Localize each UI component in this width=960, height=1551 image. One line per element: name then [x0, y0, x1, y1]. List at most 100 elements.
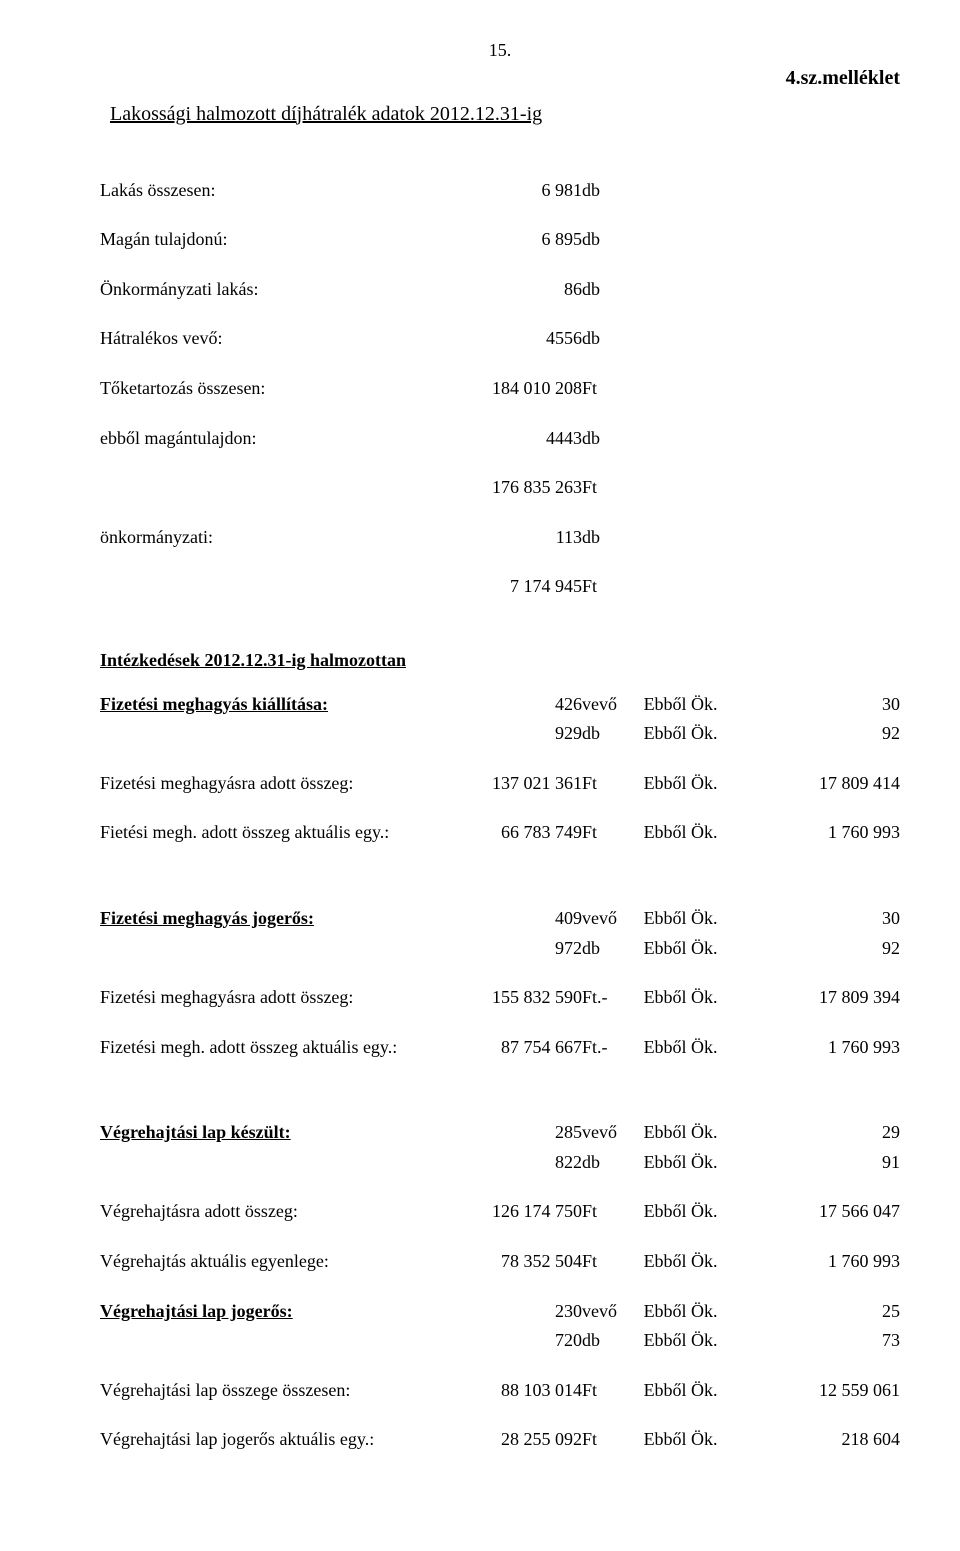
- row-label: Fizetési meghagyás jogerős:: [100, 904, 438, 934]
- row-label: Végrehajtási lap jogerős:: [100, 1297, 438, 1327]
- row-value: 230: [438, 1297, 582, 1327]
- summary-unit: Ft: [582, 374, 644, 404]
- summary-unit: db: [582, 424, 644, 454]
- summary-label: önkormányzati:: [100, 523, 438, 553]
- row-source-label: Ebből Ök.: [644, 1376, 777, 1406]
- row-value: 972: [438, 934, 582, 964]
- summary-unit: db: [582, 225, 644, 255]
- row-right-value: 30: [777, 690, 900, 720]
- row-source-label: Ebből Ök.: [644, 1326, 777, 1356]
- row-unit: Ft: [582, 818, 644, 848]
- row-value: 426: [438, 690, 582, 720]
- data-row: Fietési megh. adott összeg aktuális egy.…: [100, 818, 900, 848]
- row-right-value: 12 559 061: [777, 1376, 900, 1406]
- summary-value: 6 895: [438, 225, 582, 255]
- summary-label: Tőketartozás összesen:: [100, 374, 438, 404]
- row-right-value: 1 760 993: [777, 1033, 900, 1063]
- summary-value: 113: [438, 523, 582, 553]
- row-source-label: Ebből Ök.: [644, 1148, 777, 1178]
- page-number: 15.: [100, 40, 900, 62]
- data-row: Végrehajtás aktuális egyenlege:78 352 50…: [100, 1247, 900, 1277]
- row-right-value: 17 566 047: [777, 1197, 900, 1227]
- row-right-value: 73: [777, 1326, 900, 1356]
- row-label: Fietési megh. adott összeg aktuális egy.…: [100, 818, 438, 848]
- summary-row: 176 835 263Ft: [100, 473, 900, 503]
- row-source-label: Ebből Ök.: [644, 983, 777, 1013]
- row-label: Végrehajtási lap összege összesen:: [100, 1376, 438, 1406]
- summary-unit: db: [582, 523, 644, 553]
- data-row: Végrehajtási lap összege összesen:88 103…: [100, 1376, 900, 1406]
- row-value: 87 754 667: [438, 1033, 582, 1063]
- section-heading-intezkedesek: Intézkedések 2012.12.31-ig halmozottan: [100, 650, 900, 672]
- summary-row: önkormányzati:113db: [100, 523, 900, 553]
- row-value: 929: [438, 719, 582, 749]
- summary-row: Hátralékos vevő:4556db: [100, 324, 900, 354]
- row-value: 822: [438, 1148, 582, 1178]
- summary-label: ebből magántulajdon:: [100, 424, 438, 454]
- row-value: 78 352 504: [438, 1247, 582, 1277]
- data-row: Fizetési meghagyásra adott összeg:137 02…: [100, 769, 900, 799]
- data-group: Fizetési meghagyás kiállítása:426vevőEbb…: [100, 690, 900, 848]
- row-label: Fizetési meghagyás kiállítása:: [100, 690, 438, 720]
- row-unit: db: [582, 1326, 644, 1356]
- row-right-value: 17 809 414: [777, 769, 900, 799]
- summary-label: Magán tulajdonú:: [100, 225, 438, 255]
- data-row: Végrehajtásra adott összeg:126 174 750Ft…: [100, 1197, 900, 1227]
- summary-row: Lakás összesen:6 981db: [100, 176, 900, 206]
- summary-label: Lakás összesen:: [100, 176, 438, 206]
- row-value: 409: [438, 904, 582, 934]
- row-source-label: Ebből Ök.: [644, 769, 777, 799]
- summary-value: 4443: [438, 424, 582, 454]
- summary-value: 4556: [438, 324, 582, 354]
- row-unit: db: [582, 719, 644, 749]
- groups-container: Fizetési meghagyás kiállítása:426vevőEbb…: [100, 690, 900, 1512]
- row-value: 66 783 749: [438, 818, 582, 848]
- document-title: Lakossági halmozott díjhátralék adatok 2…: [110, 102, 900, 126]
- row-unit: vevő: [582, 690, 644, 720]
- row-label: Végrehajtási lap készült:: [100, 1118, 438, 1148]
- data-row: 929dbEbből Ök.92: [100, 719, 900, 749]
- summary-row: Önkormányzati lakás:86db: [100, 275, 900, 305]
- summary-label: Önkormányzati lakás:: [100, 275, 438, 305]
- summary-label: [100, 473, 438, 503]
- row-label: [100, 719, 438, 749]
- row-unit: Ft: [582, 1376, 644, 1406]
- summary-value: 6 981: [438, 176, 582, 206]
- data-row: 822dbEbből Ök.91: [100, 1148, 900, 1178]
- row-unit: db: [582, 934, 644, 964]
- summary-value: 184 010 208: [438, 374, 582, 404]
- row-right-value: 30: [777, 904, 900, 934]
- summary-unit: db: [582, 275, 644, 305]
- row-unit: db: [582, 1148, 644, 1178]
- page: 15. 4.sz.melléklet Lakossági halmozott d…: [0, 0, 960, 1551]
- row-unit: vevő: [582, 1118, 644, 1148]
- summary-value: 176 835 263: [438, 473, 582, 503]
- row-source-label: Ebből Ök.: [644, 1197, 777, 1227]
- row-value: 88 103 014: [438, 1376, 582, 1406]
- row-value: 137 021 361: [438, 769, 582, 799]
- row-value: 155 832 590: [438, 983, 582, 1013]
- summary-row: Tőketartozás összesen:184 010 208Ft: [100, 374, 900, 404]
- row-unit: Ft.-: [582, 1033, 644, 1063]
- summary-row: Magán tulajdonú:6 895db: [100, 225, 900, 255]
- row-right-value: 1 760 993: [777, 818, 900, 848]
- row-source-label: Ebből Ök.: [644, 1033, 777, 1063]
- row-source-label: Ebből Ök.: [644, 719, 777, 749]
- row-unit: vevő: [582, 904, 644, 934]
- row-label: [100, 1326, 438, 1356]
- row-label: Végrehajtásra adott összeg:: [100, 1197, 438, 1227]
- row-label: Fizetési meghagyásra adott összeg:: [100, 983, 438, 1013]
- data-row: 720dbEbből Ök.73: [100, 1326, 900, 1356]
- row-source-label: Ebből Ök.: [644, 818, 777, 848]
- data-group: Végrehajtási lap készült:285vevőEbből Ök…: [100, 1118, 900, 1455]
- row-unit: Ft: [582, 1247, 644, 1277]
- row-right-value: 91: [777, 1148, 900, 1178]
- row-label: [100, 1148, 438, 1178]
- row-unit: Ft.-: [582, 983, 644, 1013]
- row-source-label: Ebből Ök.: [644, 904, 777, 934]
- row-right-value: 25: [777, 1297, 900, 1327]
- row-right-value: 92: [777, 719, 900, 749]
- row-right-value: 1 760 993: [777, 1247, 900, 1277]
- row-right-value: 17 809 394: [777, 983, 900, 1013]
- summary-value: 86: [438, 275, 582, 305]
